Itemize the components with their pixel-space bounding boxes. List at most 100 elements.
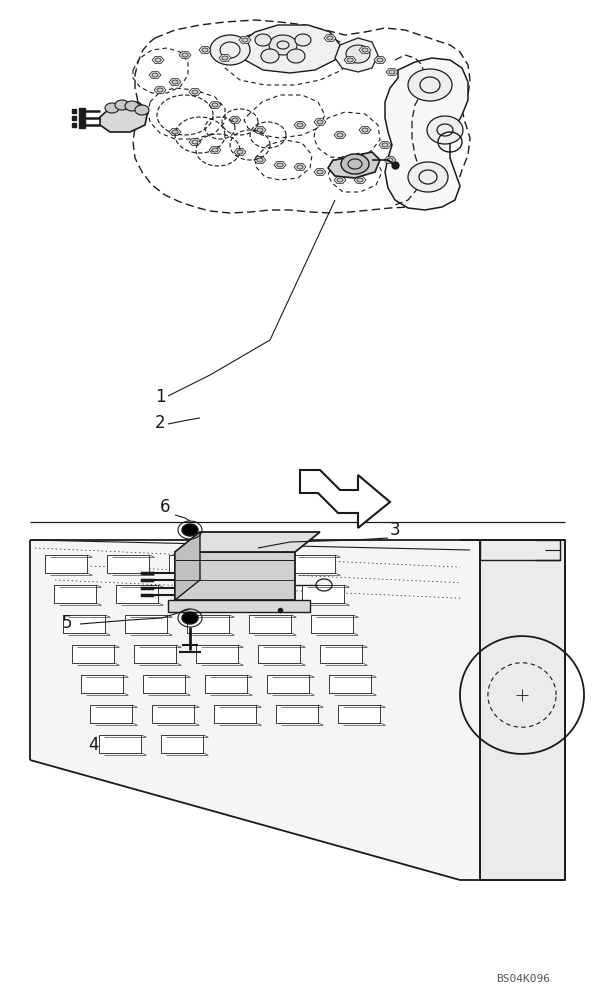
Polygon shape xyxy=(302,585,344,603)
Polygon shape xyxy=(152,57,164,63)
Polygon shape xyxy=(384,157,396,163)
Polygon shape xyxy=(237,150,243,154)
Polygon shape xyxy=(169,129,181,135)
Polygon shape xyxy=(287,49,305,63)
Polygon shape xyxy=(354,177,366,183)
Text: BS04K096: BS04K096 xyxy=(496,974,550,984)
Polygon shape xyxy=(238,25,340,73)
Polygon shape xyxy=(337,178,343,182)
Polygon shape xyxy=(232,118,238,122)
Polygon shape xyxy=(359,127,371,133)
Polygon shape xyxy=(389,70,395,74)
Polygon shape xyxy=(100,102,148,132)
Polygon shape xyxy=(362,128,368,132)
Polygon shape xyxy=(169,79,181,85)
Polygon shape xyxy=(346,45,370,63)
Polygon shape xyxy=(377,58,383,62)
Polygon shape xyxy=(257,128,263,132)
Polygon shape xyxy=(214,705,256,723)
Polygon shape xyxy=(205,675,247,693)
Polygon shape xyxy=(189,89,201,95)
Polygon shape xyxy=(269,35,297,55)
Polygon shape xyxy=(210,35,250,65)
Polygon shape xyxy=(175,532,200,600)
Polygon shape xyxy=(338,705,380,723)
Polygon shape xyxy=(249,615,291,633)
Polygon shape xyxy=(359,47,371,53)
Polygon shape xyxy=(229,117,241,123)
Polygon shape xyxy=(222,56,228,60)
Polygon shape xyxy=(255,34,271,46)
Polygon shape xyxy=(276,705,318,723)
Polygon shape xyxy=(239,37,251,43)
Polygon shape xyxy=(212,148,218,152)
Polygon shape xyxy=(293,555,335,573)
Polygon shape xyxy=(172,80,178,84)
Polygon shape xyxy=(382,143,388,147)
Polygon shape xyxy=(314,119,326,125)
Polygon shape xyxy=(324,35,336,41)
Polygon shape xyxy=(157,88,163,92)
Polygon shape xyxy=(135,105,149,115)
Polygon shape xyxy=(295,34,311,46)
Polygon shape xyxy=(81,675,123,693)
Polygon shape xyxy=(347,58,353,62)
Polygon shape xyxy=(187,615,229,633)
Polygon shape xyxy=(277,163,283,167)
Polygon shape xyxy=(45,555,87,573)
Polygon shape xyxy=(149,72,161,78)
Polygon shape xyxy=(328,152,380,178)
Polygon shape xyxy=(311,615,353,633)
Text: 2: 2 xyxy=(155,414,166,432)
Polygon shape xyxy=(172,130,178,134)
Polygon shape xyxy=(408,69,452,101)
Polygon shape xyxy=(179,52,191,58)
Polygon shape xyxy=(192,90,198,94)
Polygon shape xyxy=(427,116,463,144)
Polygon shape xyxy=(257,158,263,162)
Polygon shape xyxy=(161,735,203,753)
Polygon shape xyxy=(277,41,289,49)
Polygon shape xyxy=(182,612,198,624)
Polygon shape xyxy=(182,53,188,57)
Polygon shape xyxy=(320,645,362,663)
Polygon shape xyxy=(202,48,208,52)
Polygon shape xyxy=(199,47,211,53)
Polygon shape xyxy=(189,139,201,145)
Polygon shape xyxy=(294,122,306,128)
Text: 5: 5 xyxy=(62,614,72,632)
Polygon shape xyxy=(54,585,96,603)
Polygon shape xyxy=(154,87,166,93)
Polygon shape xyxy=(175,532,320,552)
Polygon shape xyxy=(209,102,221,108)
Polygon shape xyxy=(300,470,390,528)
Polygon shape xyxy=(408,162,448,192)
Text: 6: 6 xyxy=(160,498,170,516)
Polygon shape xyxy=(317,170,323,174)
Polygon shape xyxy=(125,615,167,633)
Polygon shape xyxy=(134,645,176,663)
Polygon shape xyxy=(329,675,371,693)
Polygon shape xyxy=(341,154,369,174)
Polygon shape xyxy=(107,555,149,573)
Polygon shape xyxy=(437,124,453,136)
Polygon shape xyxy=(234,149,246,155)
Text: 1: 1 xyxy=(155,388,166,406)
Text: 4: 4 xyxy=(88,736,98,754)
Polygon shape xyxy=(258,645,300,663)
Polygon shape xyxy=(116,585,158,603)
Polygon shape xyxy=(169,555,211,573)
Polygon shape xyxy=(297,165,303,169)
Polygon shape xyxy=(63,615,105,633)
Polygon shape xyxy=(460,540,565,880)
Polygon shape xyxy=(337,133,343,137)
Polygon shape xyxy=(192,140,198,144)
Polygon shape xyxy=(385,58,468,210)
Polygon shape xyxy=(379,142,391,148)
Polygon shape xyxy=(196,645,238,663)
Polygon shape xyxy=(168,600,310,612)
Polygon shape xyxy=(254,127,266,133)
Polygon shape xyxy=(254,157,266,163)
Polygon shape xyxy=(209,147,221,153)
Polygon shape xyxy=(30,540,565,880)
